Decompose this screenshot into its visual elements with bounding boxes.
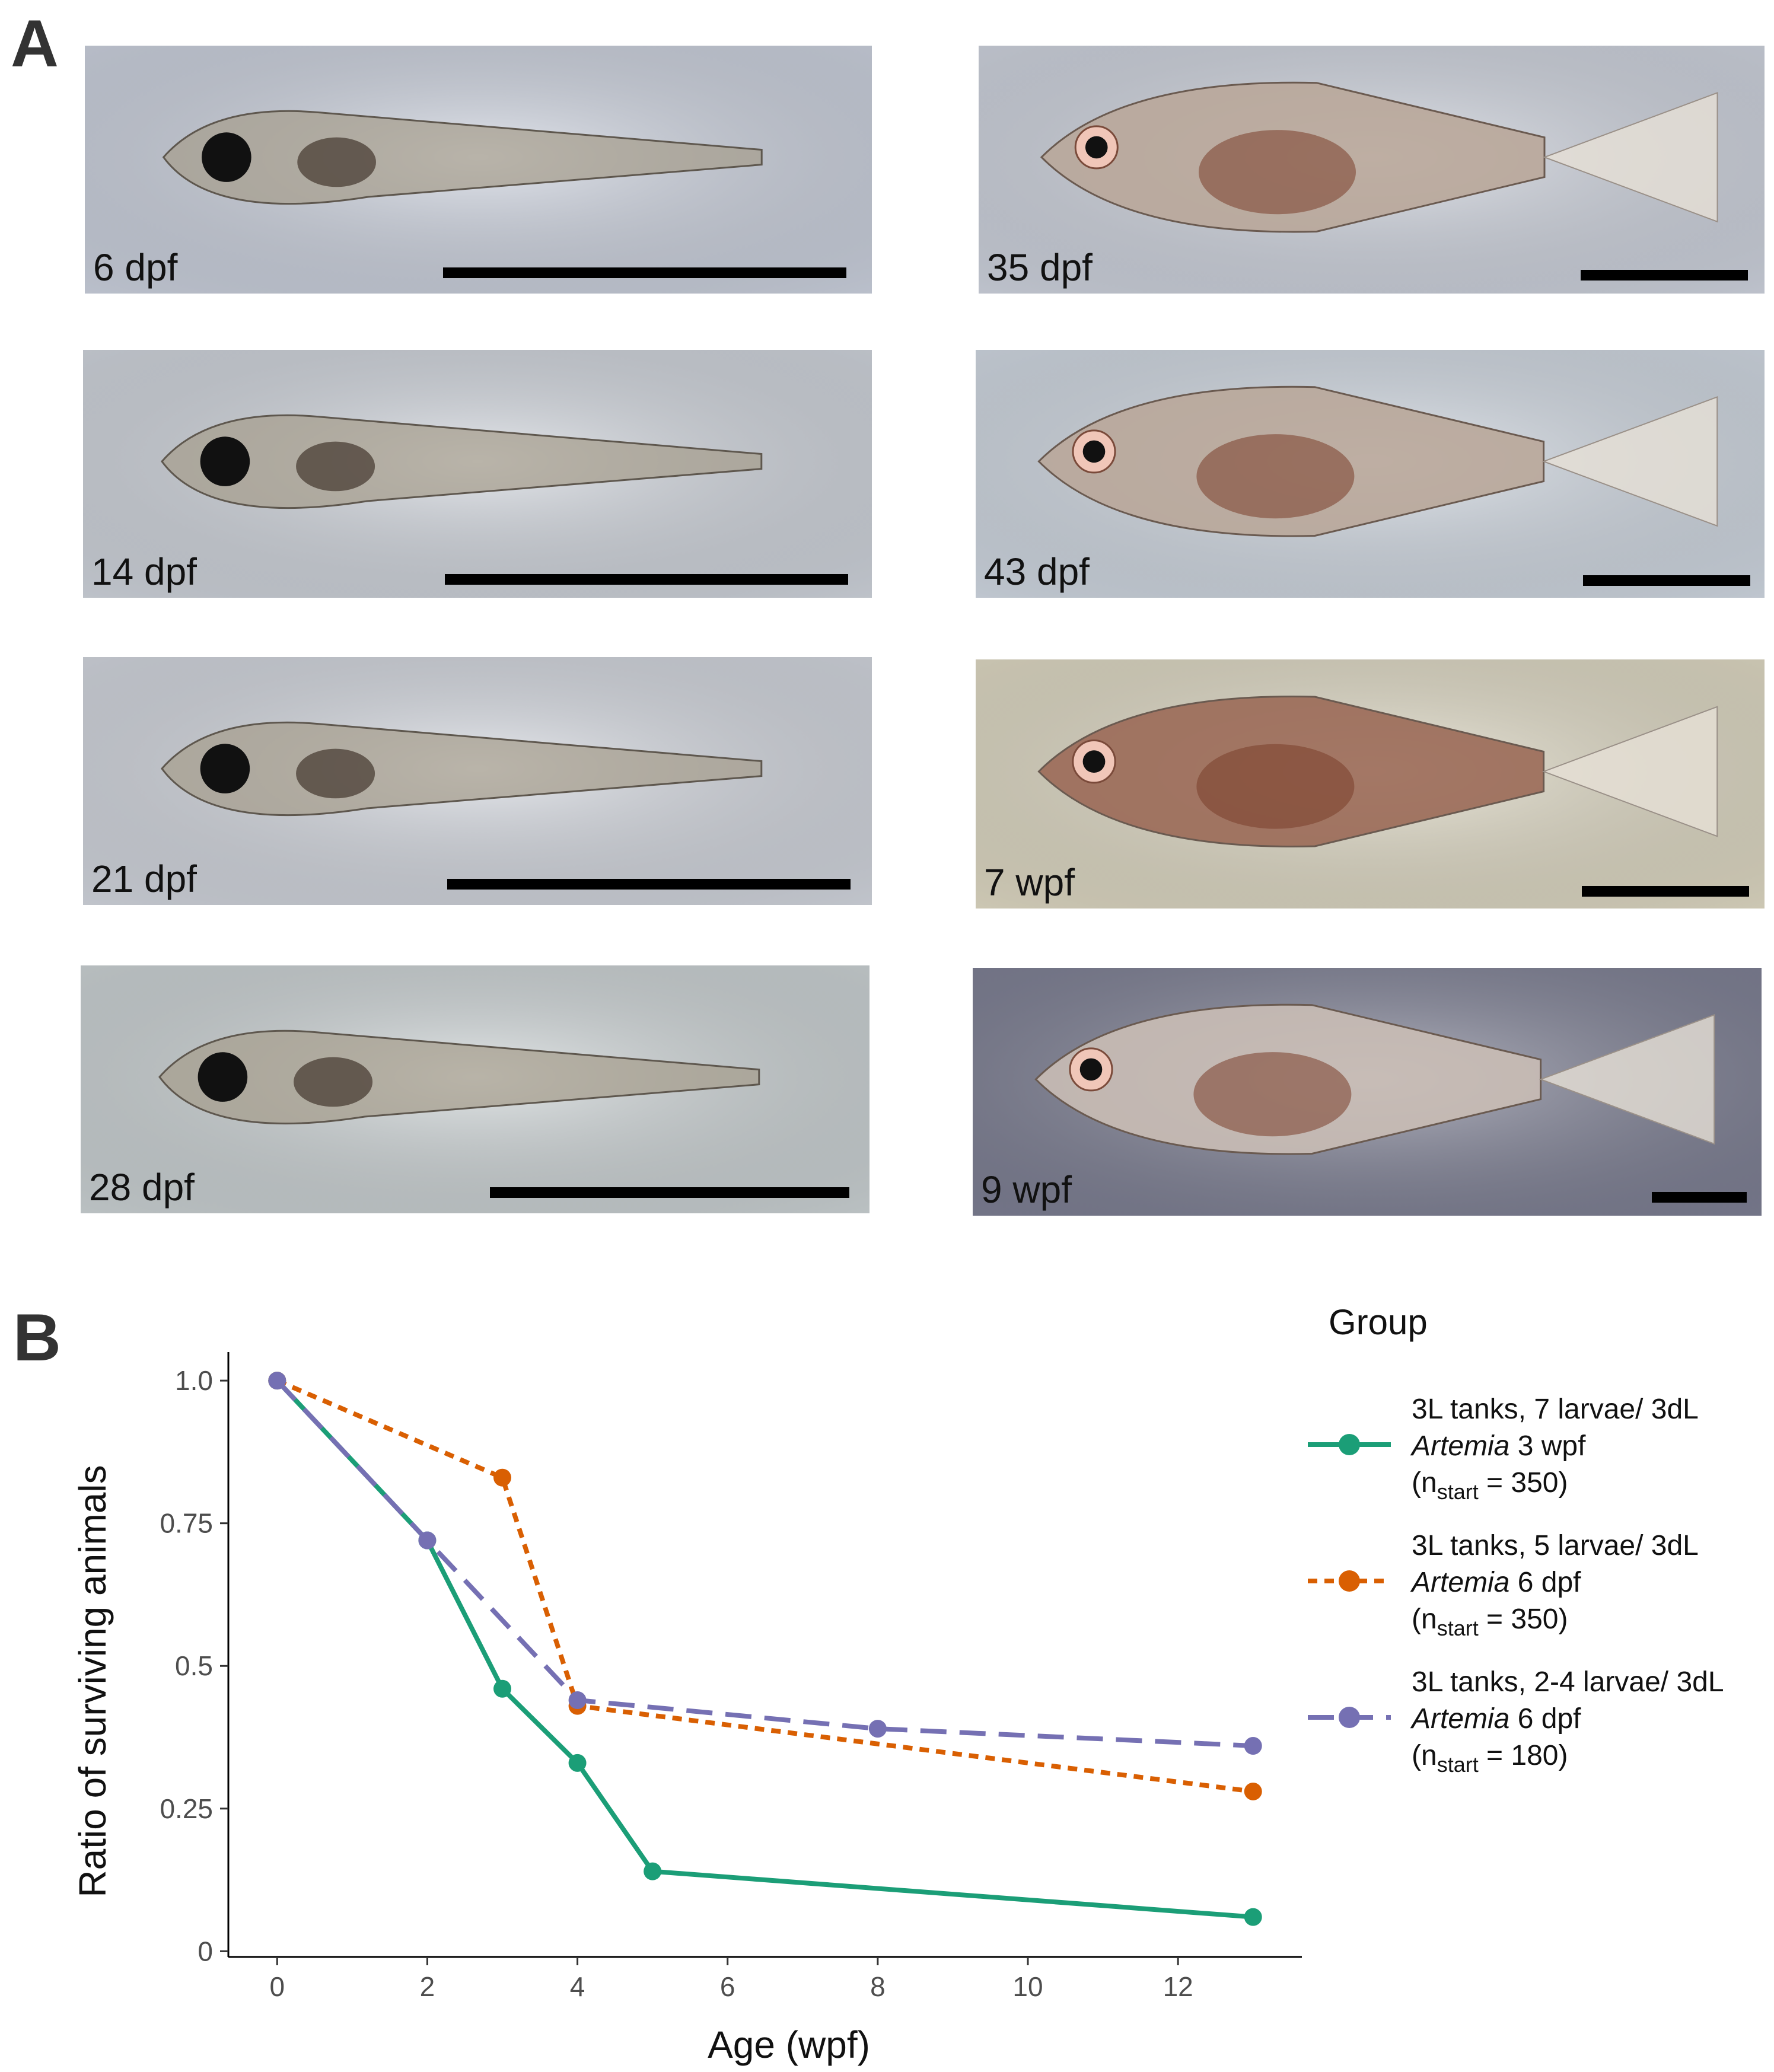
age-label: 7 wpf <box>984 861 1075 904</box>
x-axis-title: Age (wpf) <box>708 2023 870 2066</box>
y-tick-label: 1.0 <box>175 1365 213 1396</box>
series-line-0 <box>275 1379 1254 1920</box>
legend-label: 3L tanks, 7 larvae/ 3dL <box>1412 1394 1699 1425</box>
data-point <box>493 1679 511 1698</box>
y-tick-label: 0.25 <box>160 1793 213 1824</box>
fish-illustration <box>85 46 872 294</box>
legend-label: 3L tanks, 5 larvae/ 3dL <box>1412 1530 1699 1561</box>
y-tick-label: 0.5 <box>175 1650 213 1681</box>
legend-n-start: (nstart = 180) <box>1412 1740 1568 1777</box>
scale-bar <box>443 267 846 278</box>
survival-chart: 0 2 4 6 8 10 12 0 0.25 0.5 0.75 1.0 3L tanks, 7 lar… <box>71 1302 1724 2066</box>
fish-illustration <box>973 968 1762 1216</box>
chart-series <box>268 1372 1262 1926</box>
legend-key-marker <box>1339 1570 1360 1592</box>
fish-photo: 6 dpf <box>85 46 872 294</box>
data-point <box>568 1754 587 1772</box>
age-label: 9 wpf <box>981 1168 1072 1211</box>
scale-bar <box>1582 886 1749 897</box>
age-label: 6 dpf <box>93 246 178 289</box>
x-tick-label: 6 <box>720 1971 735 2002</box>
fish-photo: 9 wpf <box>973 968 1762 1216</box>
data-point <box>644 1862 662 1880</box>
fish-illustration <box>979 46 1765 294</box>
legend-label: 3L tanks, 2-4 larvae/ 3dL <box>1412 1666 1724 1698</box>
legend-food: Artemia 6 dpf <box>1410 1703 1581 1735</box>
age-label: 21 dpf <box>91 858 197 900</box>
fish-photo: 43 dpf <box>976 350 1765 598</box>
data-point <box>1244 1736 1262 1755</box>
data-point <box>868 1720 887 1738</box>
legend-title: Group <box>1329 1302 1428 1342</box>
fish-illustration <box>976 350 1765 598</box>
y-tick-label: 0 <box>198 1936 213 1966</box>
y-axis-title: Ratio of surviving animals <box>71 1465 114 1897</box>
scale-bar <box>1583 575 1750 586</box>
panel-b-label: B <box>13 1300 61 1375</box>
x-tick-label: 0 <box>269 1971 285 2002</box>
fish-photo: 14 dpf <box>83 350 872 598</box>
data-point <box>1244 1908 1262 1926</box>
fish-illustration <box>83 350 872 598</box>
legend-key-marker <box>1339 1434 1360 1455</box>
scale-bar <box>1581 270 1748 280</box>
x-tick-label: 8 <box>870 1971 886 2002</box>
legend-food: Artemia 3 wpf <box>1410 1430 1586 1462</box>
x-tick-label: 12 <box>1163 1971 1193 2002</box>
legend-n-start: (nstart = 350) <box>1412 1467 1568 1504</box>
fish-photo: 35 dpf <box>979 46 1765 294</box>
fish-illustration <box>976 659 1765 909</box>
fish-photo: 21 dpf <box>83 657 872 905</box>
scale-bar <box>445 574 848 585</box>
chart-axes: 0 2 4 6 8 10 12 0 0.25 0.5 0.75 1.0 <box>160 1352 1302 2002</box>
x-tick-label: 2 <box>420 1971 435 2002</box>
scale-bar <box>1652 1192 1747 1203</box>
data-point <box>1244 1782 1262 1800</box>
data-point <box>268 1372 286 1390</box>
fish-illustration <box>83 657 872 905</box>
fish-photo: 7 wpf <box>976 659 1765 909</box>
x-tick-label: 4 <box>570 1971 585 2002</box>
legend-n-start: (nstart = 350) <box>1412 1604 1568 1640</box>
y-tick-label: 0.75 <box>160 1508 213 1539</box>
series-line-1 <box>276 1378 1254 1794</box>
chart-legend: 3L tanks, 7 larvae/ 3dL Artemia 3 wpf (nst… <box>1308 1394 1724 1777</box>
data-point <box>493 1468 511 1487</box>
age-label: 35 dpf <box>987 246 1093 289</box>
data-point <box>418 1531 437 1550</box>
age-label: 43 dpf <box>984 550 1090 593</box>
fish-illustration <box>81 965 870 1213</box>
age-label: 14 dpf <box>91 550 197 593</box>
series-line-2 <box>275 1379 1253 1748</box>
data-point <box>568 1691 587 1709</box>
fish-photo: 28 dpf <box>81 965 870 1213</box>
scale-bar <box>490 1187 849 1198</box>
scale-bar <box>447 879 851 890</box>
legend-key-marker <box>1339 1707 1360 1728</box>
legend-food: Artemia 6 dpf <box>1410 1567 1581 1598</box>
age-label: 28 dpf <box>89 1166 195 1209</box>
panel-a-label: A <box>11 7 59 81</box>
x-tick-label: 10 <box>1012 1971 1043 2002</box>
